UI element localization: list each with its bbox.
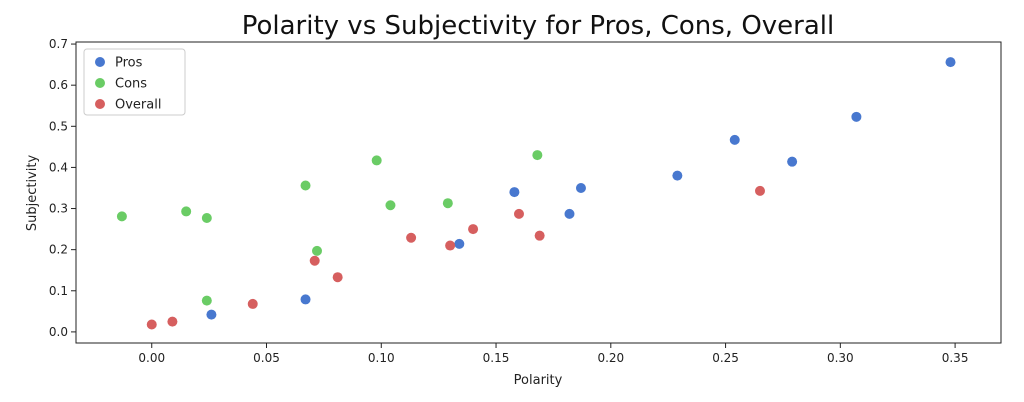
legend-marker-overall (95, 99, 105, 109)
x-axis: 0.00 0.05 0.10 0.15 0.20 0.25 0.30 0.35 (138, 343, 968, 365)
legend-label-cons: Cons (115, 77, 147, 92)
point-pros (672, 170, 683, 181)
x-tick-label: 0.05 (253, 351, 280, 365)
point-cons (201, 295, 212, 306)
point-overall (468, 224, 479, 235)
point-overall (513, 208, 524, 219)
y-tick-label: 0.0 (49, 325, 68, 339)
point-pros (729, 134, 740, 145)
point-cons (116, 211, 127, 222)
plot-area (116, 57, 956, 330)
point-cons (371, 155, 382, 166)
point-overall (754, 185, 765, 196)
point-cons (300, 180, 311, 191)
x-tick-label: 0.25 (712, 351, 739, 365)
chart-title: Polarity vs Subjectivity for Pros, Cons,… (242, 11, 835, 41)
point-overall (146, 319, 157, 330)
legend-marker-cons (95, 78, 105, 88)
point-cons (532, 150, 543, 161)
point-overall (406, 232, 417, 243)
y-tick-label: 0.6 (49, 78, 68, 92)
point-overall (534, 230, 545, 241)
point-pros (206, 309, 217, 320)
x-tick-label: 0.15 (483, 351, 510, 365)
y-tick-label: 0.5 (49, 119, 68, 133)
point-cons (201, 212, 212, 223)
point-cons (312, 245, 323, 256)
point-overall (167, 316, 178, 327)
point-pros (945, 57, 956, 68)
point-overall (332, 272, 343, 283)
point-pros (851, 111, 862, 122)
point-pros (509, 187, 520, 198)
x-axis-label: Polarity (514, 373, 563, 388)
y-tick-label: 0.7 (49, 37, 68, 51)
plot-frame (75, 41, 1002, 344)
point-cons (442, 198, 453, 209)
x-tick-label: 0.20 (597, 351, 624, 365)
point-pros (787, 156, 798, 167)
point-pros (300, 294, 311, 305)
y-axis-label: Subjectivity (25, 155, 40, 232)
x-tick-label: 0.00 (138, 351, 165, 365)
point-pros (454, 238, 465, 249)
point-pros (564, 208, 575, 219)
y-tick-label: 0.1 (49, 284, 68, 298)
x-tick-label: 0.10 (368, 351, 395, 365)
legend: Pros Cons Overall (83, 48, 186, 116)
legend-marker-pros (95, 57, 105, 67)
y-tick-label: 0.2 (49, 243, 68, 257)
y-tick-label: 0.4 (49, 160, 68, 174)
legend-label-overall: Overall (115, 98, 161, 113)
point-pros (575, 182, 586, 193)
point-overall (247, 298, 258, 309)
x-tick-label: 0.30 (827, 351, 854, 365)
point-cons (181, 206, 192, 217)
point-overall (309, 255, 320, 266)
y-tick-label: 0.3 (49, 202, 68, 216)
legend-box (83, 48, 186, 116)
x-tick-label: 0.35 (942, 351, 969, 365)
point-overall (445, 240, 456, 251)
legend-label-pros: Pros (115, 56, 143, 71)
y-axis: 0.0 0.1 0.2 0.3 0.4 0.5 0.6 0.7 (49, 37, 76, 339)
point-cons (385, 200, 396, 211)
